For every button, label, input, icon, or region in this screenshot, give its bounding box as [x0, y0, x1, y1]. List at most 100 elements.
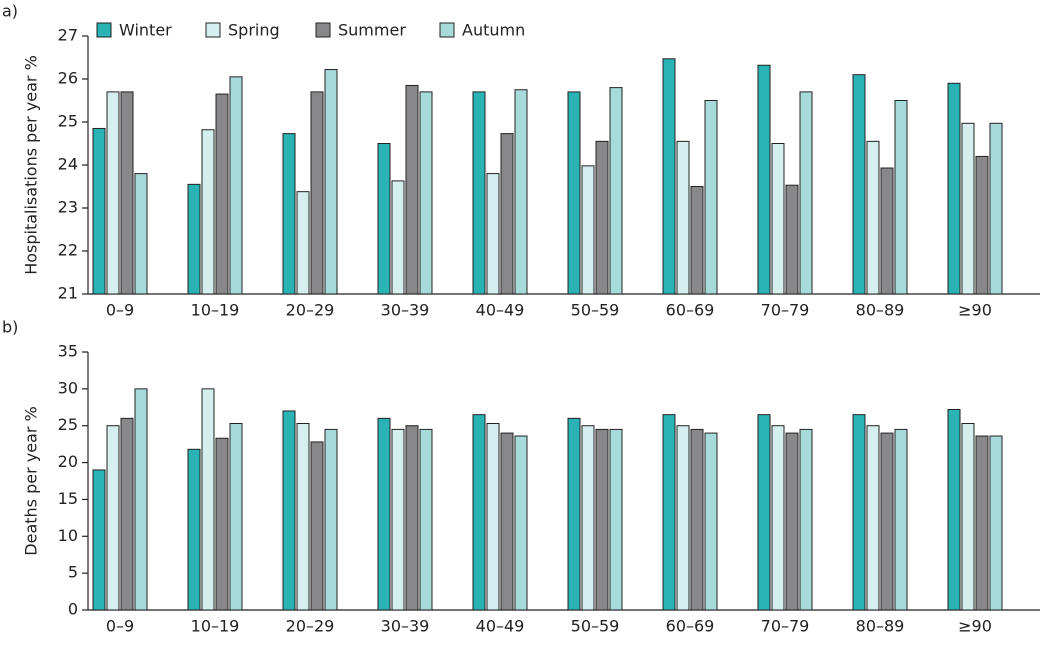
- bar: [187, 183, 201, 295]
- bar: [989, 435, 1003, 611]
- legend-label: Spring: [228, 21, 280, 40]
- bar: [690, 428, 704, 611]
- x-tick-label: 40–49: [476, 301, 525, 320]
- y-tick-label: 21: [58, 284, 78, 303]
- bar: [486, 423, 500, 611]
- bar: [92, 469, 106, 611]
- x-tick-label: ≥90: [958, 301, 992, 320]
- bar: [377, 143, 391, 295]
- bar: [704, 100, 718, 295]
- y-axis-title: Deaths per year %: [22, 406, 41, 555]
- bar: [500, 432, 514, 611]
- bar: [581, 165, 595, 295]
- bar: [472, 91, 486, 295]
- bar: [975, 435, 989, 611]
- y-axis-title: Hospitalisations per year %: [22, 55, 41, 275]
- bar: [472, 414, 486, 611]
- bar: [377, 417, 391, 611]
- bar: [310, 441, 324, 611]
- bar: [771, 425, 785, 611]
- bar: [419, 428, 433, 611]
- y-tick-label: 0: [68, 600, 78, 619]
- y-tick-label: 26: [58, 69, 78, 88]
- legend-label: Winter: [119, 21, 172, 40]
- x-tick-label: 30–39: [381, 301, 430, 320]
- bar: [405, 425, 419, 611]
- x-tick-label: 80–89: [856, 301, 905, 320]
- bar: [595, 140, 609, 295]
- y-tick-label: 27: [58, 26, 78, 45]
- x-tick-label: 20–29: [286, 617, 335, 636]
- bar: [187, 448, 201, 611]
- bar: [324, 69, 338, 295]
- x-tick-label: 80–89: [856, 617, 905, 636]
- x-tick-label: 70–79: [761, 301, 810, 320]
- y-tick-label: 35: [58, 342, 78, 361]
- x-tick-label: 10–19: [191, 301, 240, 320]
- y-tick-label: 23: [58, 198, 78, 217]
- bar: [609, 428, 623, 611]
- bar: [296, 191, 310, 295]
- bar: [757, 64, 771, 295]
- bar: [405, 84, 419, 295]
- x-tick-label: ≥90: [958, 617, 992, 636]
- bar: [676, 140, 690, 295]
- bar: [771, 143, 785, 295]
- bar: [975, 155, 989, 295]
- x-tick-label: 60–69: [666, 301, 715, 320]
- bar: [324, 428, 338, 611]
- bar: [866, 140, 880, 295]
- bar: [785, 184, 799, 295]
- x-tick-label: 40–49: [476, 617, 525, 636]
- x-tick-label: 50–59: [571, 617, 620, 636]
- bar: [310, 91, 324, 295]
- panel-label: a): [2, 2, 18, 21]
- bar: [880, 432, 894, 611]
- bar: [229, 423, 243, 611]
- bar: [419, 91, 433, 295]
- bar: [894, 100, 908, 295]
- legend-swatch: [439, 22, 455, 38]
- bar: [852, 414, 866, 611]
- bar: [880, 167, 894, 295]
- bar: [852, 74, 866, 295]
- bar: [106, 425, 120, 611]
- x-tick-label: 50–59: [571, 301, 620, 320]
- x-tick-label: 10–19: [191, 617, 240, 636]
- bar: [514, 435, 528, 611]
- x-tick-label: 0–9: [106, 617, 134, 636]
- panel-label: b): [2, 318, 18, 337]
- bar: [947, 408, 961, 611]
- y-tick-label: 25: [58, 415, 78, 434]
- legend-swatch: [96, 22, 112, 38]
- bar: [296, 423, 310, 611]
- bar: [785, 432, 799, 611]
- bar: [134, 173, 148, 295]
- bar: [229, 76, 243, 295]
- y-tick-label: 10: [58, 526, 78, 545]
- bar: [609, 87, 623, 295]
- bar: [894, 428, 908, 611]
- x-tick-label: 60–69: [666, 617, 715, 636]
- y-tick-label: 25: [58, 112, 78, 131]
- legend-swatch: [205, 22, 221, 38]
- bar: [961, 423, 975, 611]
- y-tick-label: 20: [58, 452, 78, 471]
- x-tick-label: 70–79: [761, 617, 810, 636]
- bar: [391, 180, 405, 295]
- x-tick-label: 0–9: [106, 301, 134, 320]
- bar: [961, 122, 975, 295]
- bar: [514, 89, 528, 295]
- bar: [799, 91, 813, 295]
- bar: [690, 186, 704, 295]
- bar: [676, 425, 690, 611]
- bar: [201, 388, 215, 611]
- x-tick-label: 30–39: [381, 617, 430, 636]
- legend-label: Autumn: [462, 21, 525, 40]
- bar: [989, 122, 1003, 295]
- bar: [282, 133, 296, 295]
- bar: [704, 432, 718, 611]
- bar: [282, 410, 296, 611]
- bar: [581, 425, 595, 611]
